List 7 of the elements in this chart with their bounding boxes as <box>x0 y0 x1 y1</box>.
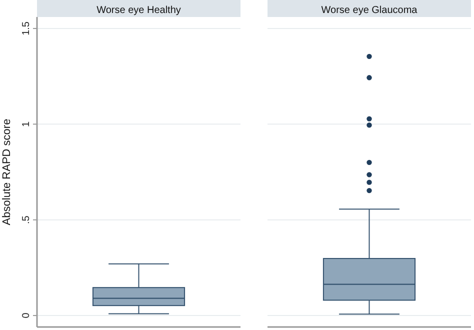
y-tick-label: 1.5 <box>21 21 32 36</box>
y-tick-label: 1 <box>21 120 32 127</box>
x-tick-label: Worse eye Healthy <box>96 5 181 16</box>
x-tick-label: Worse eye Glaucoma <box>321 5 418 16</box>
y-tick-label: .5 <box>21 215 32 224</box>
y-axis-title: Absolute RAPD score <box>1 118 13 226</box>
y-tick-label: 0 <box>21 312 32 318</box>
